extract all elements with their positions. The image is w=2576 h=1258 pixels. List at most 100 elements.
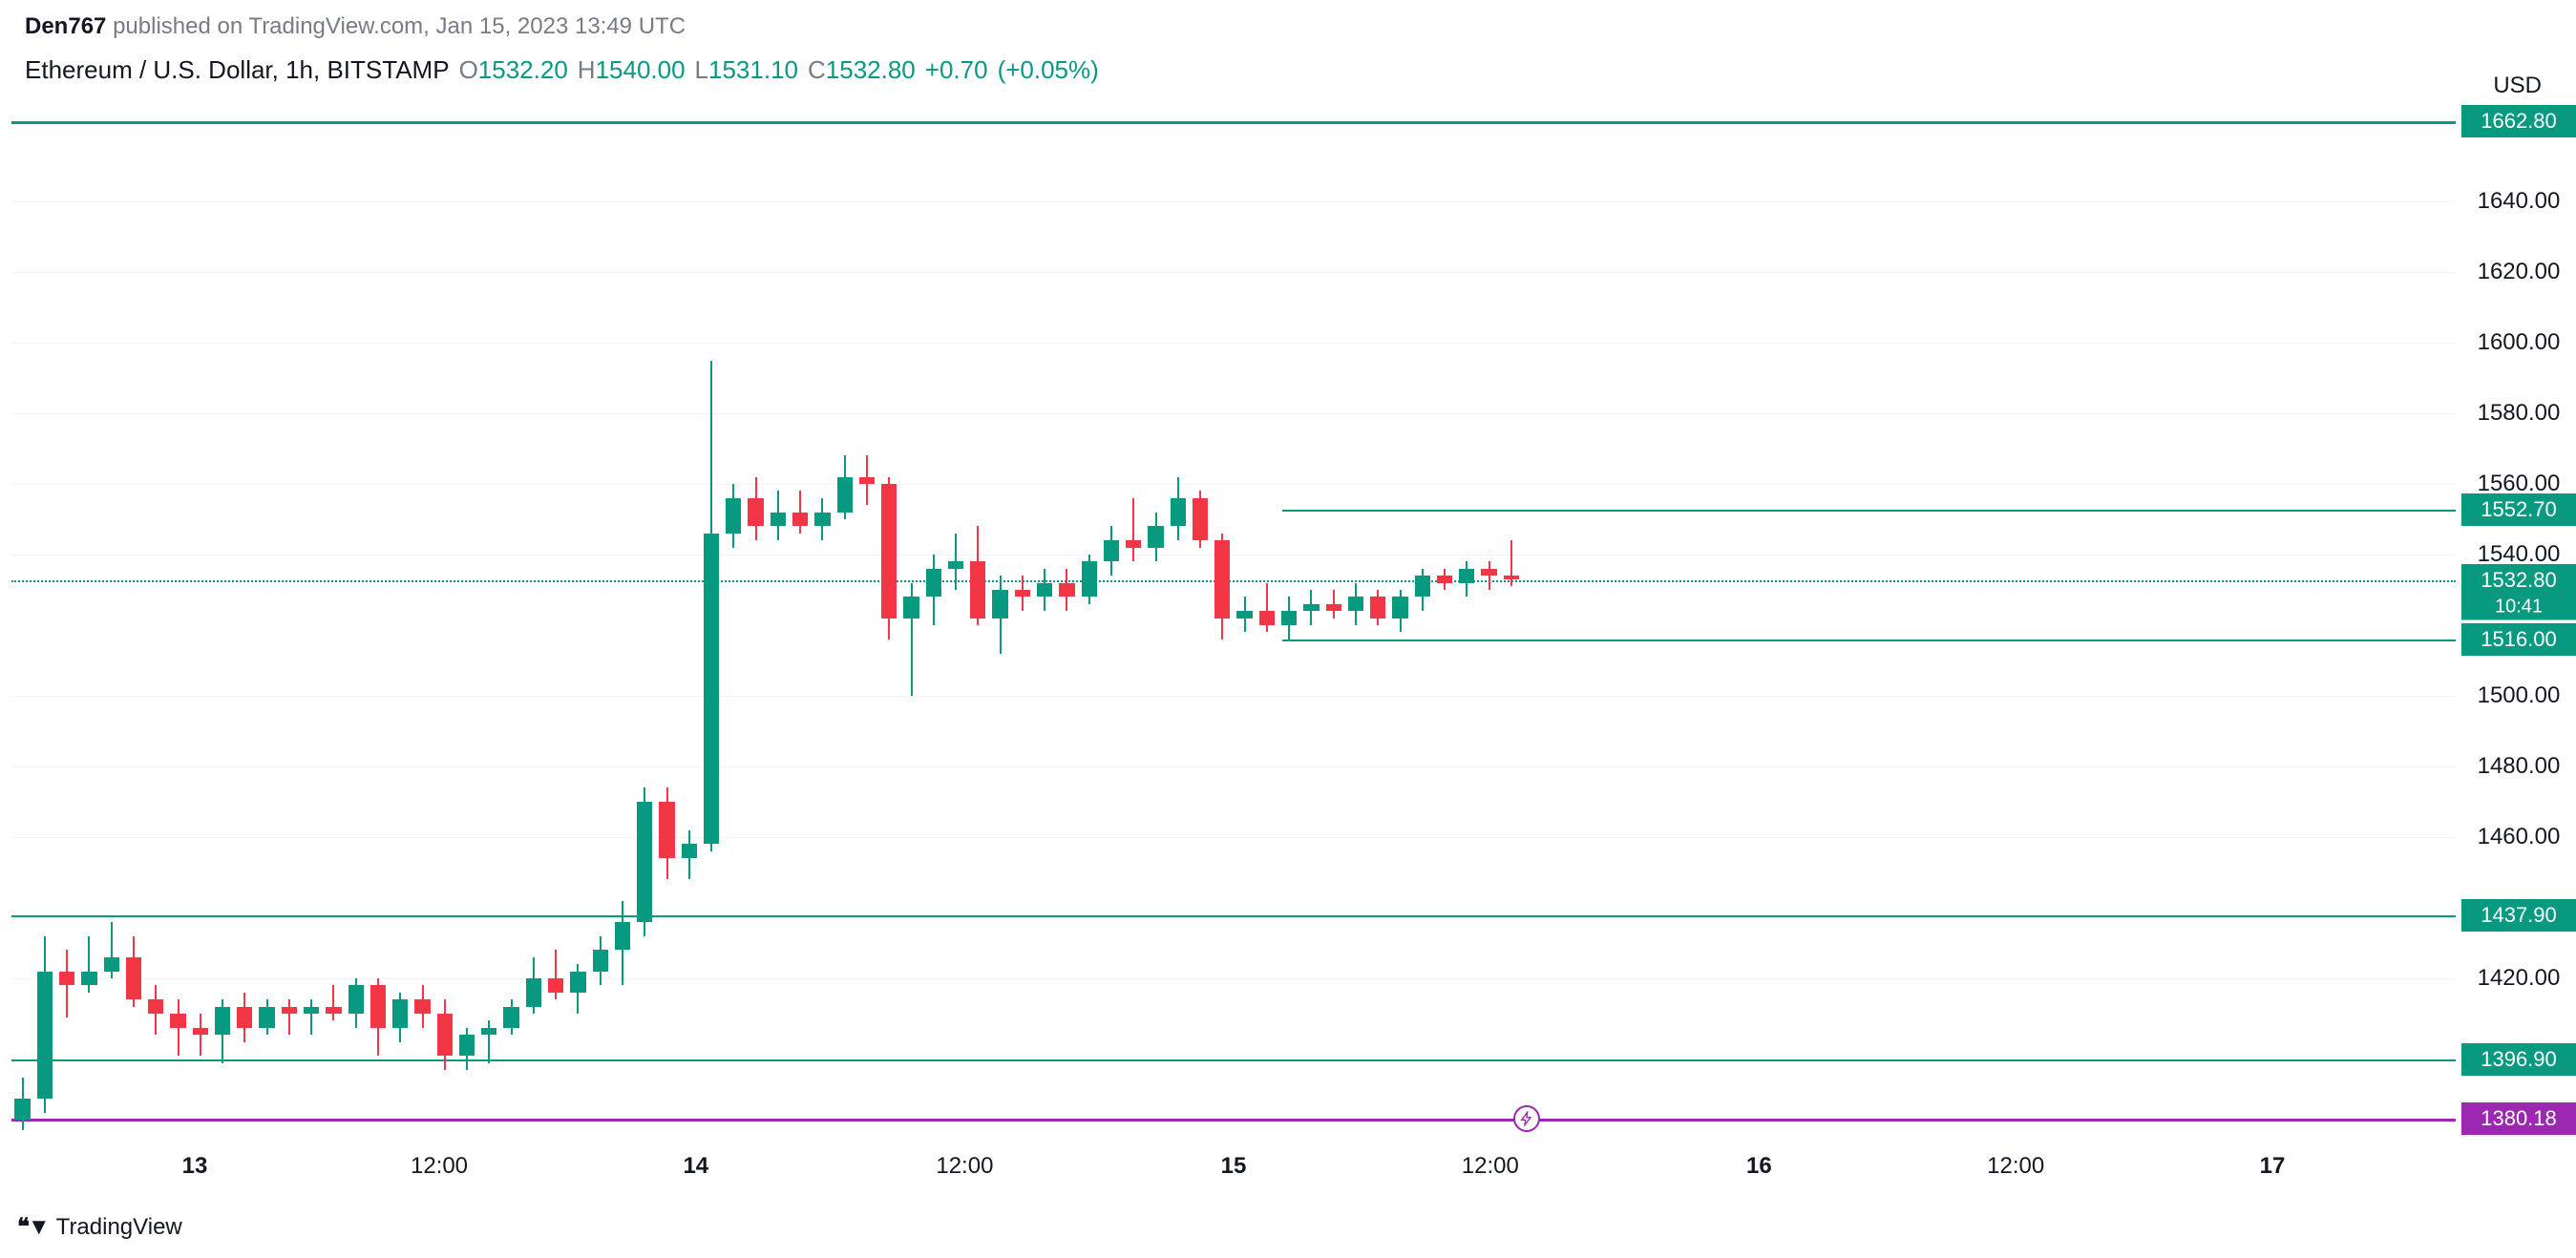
candle[interactable] <box>837 477 853 513</box>
candle[interactable] <box>148 999 163 1014</box>
candle[interactable] <box>1370 597 1385 618</box>
y-tick-label: 1620.00 <box>2461 259 2576 285</box>
x-tick-label: 14 <box>683 1153 708 1180</box>
candle[interactable] <box>14 1099 30 1120</box>
candle[interactable] <box>903 597 918 618</box>
candle[interactable] <box>282 1007 297 1014</box>
candle[interactable] <box>1059 583 1074 598</box>
candle[interactable] <box>704 534 719 845</box>
horizontal-price-line[interactable] <box>11 1119 2456 1122</box>
y-tick-label: 1640.00 <box>2461 188 2576 215</box>
candle[interactable] <box>970 561 985 618</box>
candle[interactable] <box>237 1007 252 1028</box>
candle[interactable] <box>1236 611 1252 618</box>
candle[interactable] <box>570 972 585 993</box>
candle[interactable] <box>615 922 630 951</box>
candle[interactable] <box>503 1007 518 1028</box>
candle[interactable] <box>1259 611 1275 625</box>
candle-wick <box>310 999 312 1035</box>
candlestick-chart[interactable] <box>11 95 2456 1155</box>
price-change-pct: (+0.05%) <box>998 55 1099 85</box>
ohlc-high: 1540.00 <box>596 55 686 84</box>
candle[interactable] <box>459 1035 475 1056</box>
candle[interactable] <box>526 978 541 1007</box>
candle[interactable] <box>370 985 386 1027</box>
candle[interactable] <box>881 484 897 619</box>
logo-icon: ❝▼ <box>17 1213 49 1241</box>
candle[interactable] <box>1037 583 1052 598</box>
alert-icon[interactable] <box>1513 1105 1540 1132</box>
candle[interactable] <box>1303 604 1319 611</box>
candle[interactable] <box>304 1007 319 1014</box>
candle[interactable] <box>215 1007 230 1036</box>
candle[interactable] <box>1214 540 1230 618</box>
candle-wick <box>1510 540 1512 586</box>
candle[interactable] <box>992 590 1007 619</box>
candle[interactable] <box>792 513 808 527</box>
candle[interactable] <box>392 999 408 1028</box>
candle[interactable] <box>1126 540 1141 547</box>
candle[interactable] <box>926 569 941 598</box>
candle[interactable] <box>1171 498 1186 527</box>
x-tick-label: 16 <box>1746 1153 1772 1180</box>
candle[interactable] <box>1148 526 1163 547</box>
candle[interactable] <box>437 1014 453 1056</box>
x-axis[interactable]: 1312:001412:001512:001612:0017 <box>11 1153 2456 1191</box>
horizontal-price-line[interactable] <box>1282 510 2456 512</box>
candle[interactable] <box>748 498 763 527</box>
candle[interactable] <box>1504 576 1519 579</box>
candle[interactable] <box>1392 597 1407 618</box>
x-tick-label: 15 <box>1221 1153 1247 1180</box>
horizontal-price-line[interactable] <box>1282 639 2456 641</box>
candle[interactable] <box>259 1007 274 1028</box>
horizontal-price-line[interactable] <box>11 915 2456 917</box>
price-label-box: 1552.70 <box>2461 493 2576 526</box>
candle[interactable] <box>948 561 963 568</box>
symbol-info-bar: Ethereum / U.S. Dollar, 1h, BITSTAMP O15… <box>0 48 2576 96</box>
candle[interactable] <box>81 972 96 986</box>
candle[interactable] <box>1437 576 1452 582</box>
candle[interactable] <box>659 802 674 858</box>
candle[interactable] <box>637 802 652 922</box>
candle[interactable] <box>1459 569 1474 583</box>
candle[interactable] <box>1281 611 1297 625</box>
candle[interactable] <box>771 513 786 527</box>
candle[interactable] <box>126 957 141 999</box>
y-tick-label: 1460.00 <box>2461 824 2576 850</box>
candle[interactable] <box>170 1014 185 1028</box>
y-tick-label: 1500.00 <box>2461 682 2576 709</box>
candle[interactable] <box>814 513 830 527</box>
candle[interactable] <box>414 999 430 1014</box>
grid-line <box>11 837 2456 838</box>
candle[interactable] <box>548 978 563 993</box>
candle[interactable] <box>193 1028 208 1035</box>
candle[interactable] <box>593 950 608 971</box>
candle[interactable] <box>1348 597 1363 611</box>
candle[interactable] <box>1104 540 1119 561</box>
candle[interactable] <box>37 972 53 1099</box>
horizontal-price-line[interactable] <box>11 121 2456 124</box>
candle[interactable] <box>59 972 74 986</box>
author-name: Den767 <box>25 13 106 39</box>
candle[interactable] <box>326 1007 341 1014</box>
candle[interactable] <box>1415 576 1430 597</box>
candle[interactable] <box>1015 590 1030 597</box>
countdown-label: 10:41 <box>2461 594 2576 619</box>
price-label-box: 1380.18 <box>2461 1102 2576 1135</box>
candle[interactable] <box>1481 569 1496 576</box>
candle[interactable] <box>481 1028 496 1035</box>
candle[interactable] <box>682 844 697 858</box>
grid-line <box>11 766 2456 767</box>
candle[interactable] <box>1193 498 1208 540</box>
candle[interactable] <box>104 957 119 972</box>
horizontal-price-line[interactable] <box>11 580 2456 582</box>
candle[interactable] <box>348 985 364 1014</box>
candle[interactable] <box>1082 561 1097 597</box>
x-tick-label: 12:00 <box>411 1153 468 1180</box>
candle[interactable] <box>726 498 741 534</box>
candle[interactable] <box>859 477 875 484</box>
horizontal-price-line[interactable] <box>11 1059 2456 1061</box>
y-axis[interactable]: 1640.001620.001600.001580.001560.001540.… <box>2456 95 2576 1155</box>
grid-line <box>11 272 2456 273</box>
candle[interactable] <box>1326 604 1341 611</box>
